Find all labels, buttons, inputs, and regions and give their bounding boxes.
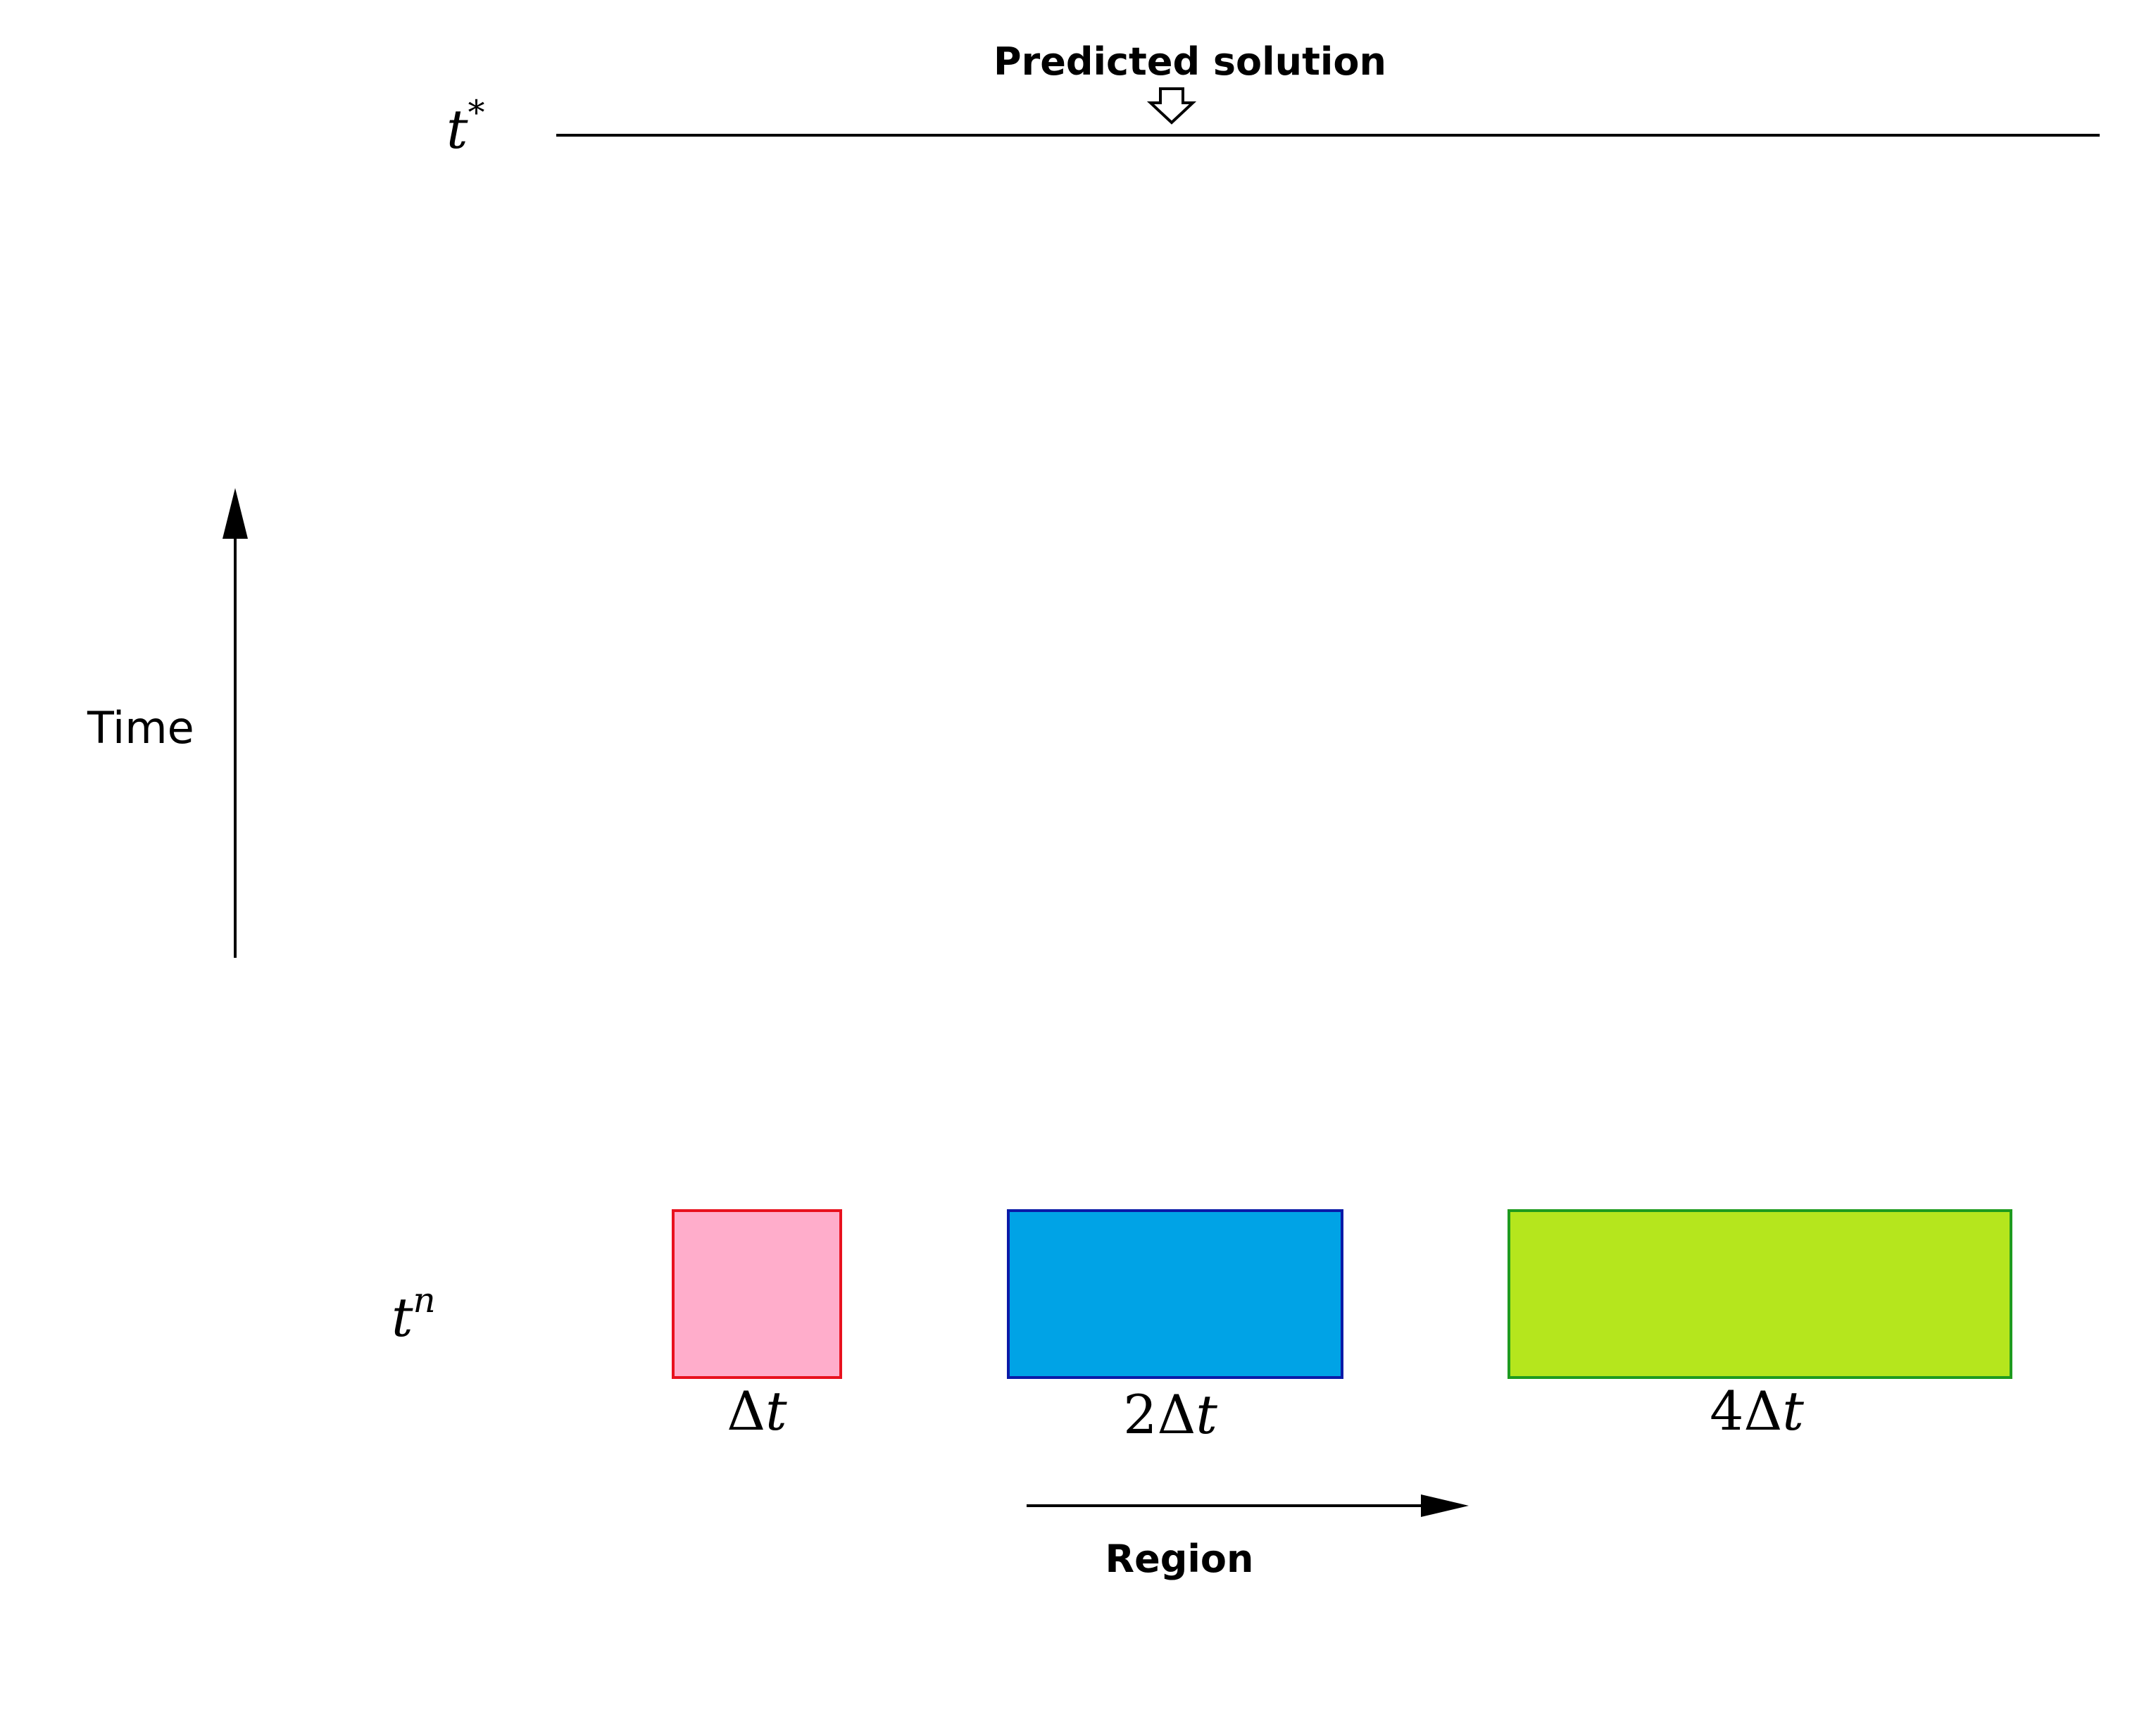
block-dt-var: t <box>765 1380 787 1442</box>
block-dt-delta: Δ <box>727 1380 765 1442</box>
block-2dt <box>1007 1209 1343 1379</box>
block-2dt-delta: Δ <box>1157 1383 1196 1446</box>
lower-time-level-label: tn <box>391 1280 436 1349</box>
upper-time-base: t <box>446 98 468 161</box>
time-axis-arrowhead-icon <box>223 488 248 539</box>
block-4dt-label: 4Δt <box>1710 1380 1804 1442</box>
predicted-solution-arrow-icon <box>1146 87 1197 125</box>
upper-time-sup: * <box>468 93 485 132</box>
region-axis-arrowhead-icon <box>1421 1494 1469 1517</box>
block-dt-label: Δt <box>727 1380 787 1442</box>
block-4dt <box>1508 1209 2012 1379</box>
block-4dt-delta: Δ <box>1743 1380 1782 1442</box>
block-2dt-label: 2Δt <box>1123 1383 1217 1446</box>
lower-time-sup: n <box>413 1280 436 1320</box>
time-axis-label: Time <box>87 702 194 754</box>
region-axis-label: Region <box>1105 1537 1254 1581</box>
lower-time-base: t <box>391 1286 413 1349</box>
block-4dt-var: t <box>1782 1380 1804 1442</box>
predicted-solution-label: Predicted solution <box>994 39 1386 84</box>
block-4dt-coef: 4 <box>1710 1380 1743 1442</box>
block-2dt-var: t <box>1196 1383 1217 1446</box>
block-dt <box>672 1209 842 1379</box>
upper-time-level-label: t* <box>446 93 485 161</box>
block-2dt-coef: 2 <box>1123 1383 1157 1446</box>
